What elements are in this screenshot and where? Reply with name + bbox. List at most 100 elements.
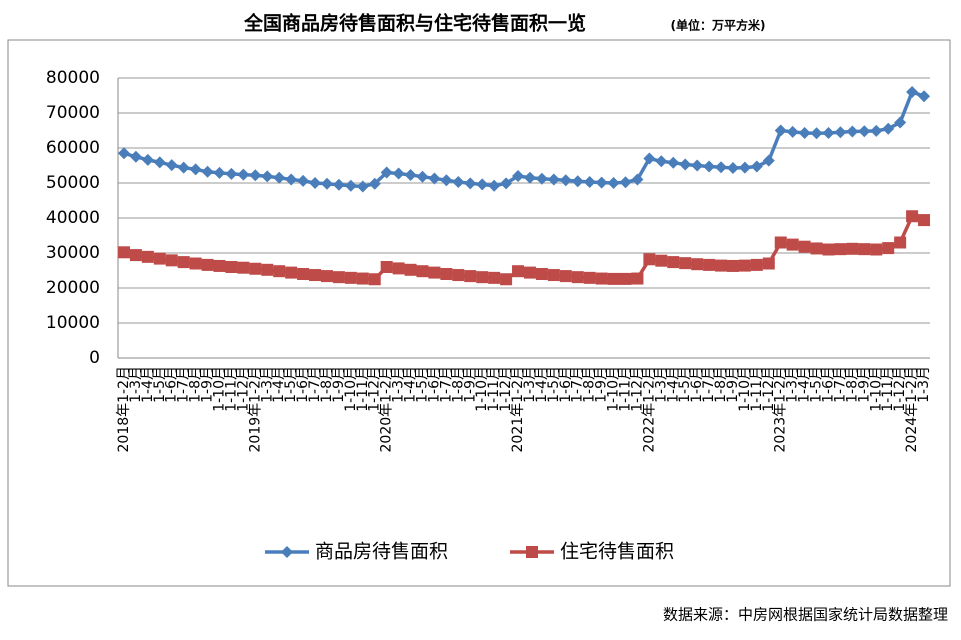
legend-label: 商品房待售面积 <box>315 541 448 563</box>
point-marker <box>526 546 538 558</box>
point-marker <box>281 546 293 558</box>
x-tick-label: 1-8月 <box>844 366 860 403</box>
x-tick-label: 1-10月 <box>737 366 753 412</box>
point-marker <box>452 175 465 188</box>
point-marker <box>894 236 907 249</box>
point-marker <box>249 169 262 182</box>
point-marker <box>834 243 847 256</box>
point-marker <box>715 259 728 272</box>
y-tick-label: 70000 <box>46 103 100 123</box>
point-marker <box>583 175 596 188</box>
point-marker <box>201 258 214 271</box>
point-marker <box>440 174 453 187</box>
point-marker <box>523 266 536 279</box>
x-tick-label: 1-10月 <box>212 366 228 412</box>
x-tick-label: 1-5月 <box>283 366 299 403</box>
point-marker <box>631 272 644 285</box>
point-marker <box>858 125 871 138</box>
x-tick-label: 1-4月 <box>665 366 681 403</box>
x-tick-label: 1-10月 <box>868 366 884 412</box>
point-marker <box>392 262 405 275</box>
x-tick-label: 1-11月 <box>880 366 896 412</box>
point-marker <box>834 126 847 139</box>
x-tick-label: 1-6月 <box>426 366 442 403</box>
point-marker <box>225 167 238 180</box>
x-tick-label: 1-12月 <box>498 366 514 412</box>
x-tick-label: 1-6月 <box>558 366 574 403</box>
point-marker <box>356 180 369 193</box>
x-tick-label: 1-12月 <box>629 366 645 412</box>
point-marker <box>368 177 381 190</box>
point-marker <box>571 175 584 188</box>
point-marker <box>619 272 632 285</box>
point-marker <box>368 273 381 286</box>
point-marker <box>810 242 823 255</box>
x-tick-label: 1-6月 <box>689 366 705 403</box>
point-marker <box>356 272 369 285</box>
x-tick-label: 1-8月 <box>713 366 729 403</box>
x-tick-label: 1-11月 <box>618 366 634 412</box>
point-marker <box>547 173 560 186</box>
point-marker <box>559 270 572 283</box>
point-marker <box>750 160 763 173</box>
point-marker <box>261 263 274 276</box>
point-marker <box>643 253 656 266</box>
chart-frame <box>7 39 951 587</box>
point-marker <box>332 178 345 191</box>
x-tick-label: 2020年1-2月 <box>379 366 395 453</box>
point-marker <box>762 257 775 270</box>
legend-label: 住宅待售面积 <box>560 541 674 563</box>
point-marker <box>882 122 895 135</box>
x-tick-label: 1-3月 <box>391 366 407 403</box>
point-marker <box>237 261 250 274</box>
x-tick-label: 1-3月 <box>653 366 669 403</box>
point-marker <box>583 271 596 284</box>
x-tick-label: 1-3月 <box>128 366 144 403</box>
x-tick-label: 1-10月 <box>343 366 359 412</box>
point-marker <box>595 272 608 285</box>
point-marker <box>918 214 931 227</box>
point-marker <box>655 254 668 267</box>
point-marker <box>870 243 883 256</box>
point-marker <box>738 259 751 272</box>
x-tick-label: 2023年1-2月 <box>773 366 789 453</box>
point-marker <box>249 262 262 275</box>
point-marker <box>750 258 763 271</box>
x-tick-label: 1-7月 <box>176 366 192 403</box>
point-marker <box>416 170 429 183</box>
point-marker <box>798 240 811 253</box>
point-marker <box>129 150 142 163</box>
point-marker <box>320 270 333 283</box>
point-marker <box>141 153 154 166</box>
point-marker <box>571 271 584 284</box>
y-tick-label: 60000 <box>46 138 100 158</box>
point-marker <box>846 242 859 255</box>
x-tick-label: 1-3月 <box>785 366 801 403</box>
point-marker <box>213 259 226 272</box>
point-marker <box>810 127 823 140</box>
point-marker <box>344 179 357 192</box>
point-marker <box>643 152 656 165</box>
point-marker <box>906 86 919 98</box>
x-tick-label: 1-4月 <box>534 366 550 403</box>
x-tick-label: 1-4月 <box>403 366 419 403</box>
point-marker <box>691 159 704 172</box>
point-marker <box>428 172 441 185</box>
x-tick-label: 1-10月 <box>606 366 622 412</box>
point-marker <box>798 126 811 139</box>
x-tick-label: 1-5月 <box>809 366 825 403</box>
x-tick-label: 2022年1-2月 <box>641 366 657 453</box>
point-marker <box>774 236 787 249</box>
point-marker <box>858 243 871 256</box>
point-marker <box>822 126 835 139</box>
point-marker <box>297 174 310 187</box>
x-tick-label: 1-7月 <box>570 366 586 403</box>
source-note: 数据来源：中房网根据国家统计局数据整理 <box>663 606 948 624</box>
point-marker <box>512 265 525 278</box>
point-marker <box>117 147 130 160</box>
x-tick-label: 1-8月 <box>188 366 204 403</box>
point-marker <box>786 238 799 251</box>
point-marker <box>846 125 859 138</box>
x-tick-label: 1-9月 <box>594 366 610 403</box>
point-marker <box>786 125 799 138</box>
